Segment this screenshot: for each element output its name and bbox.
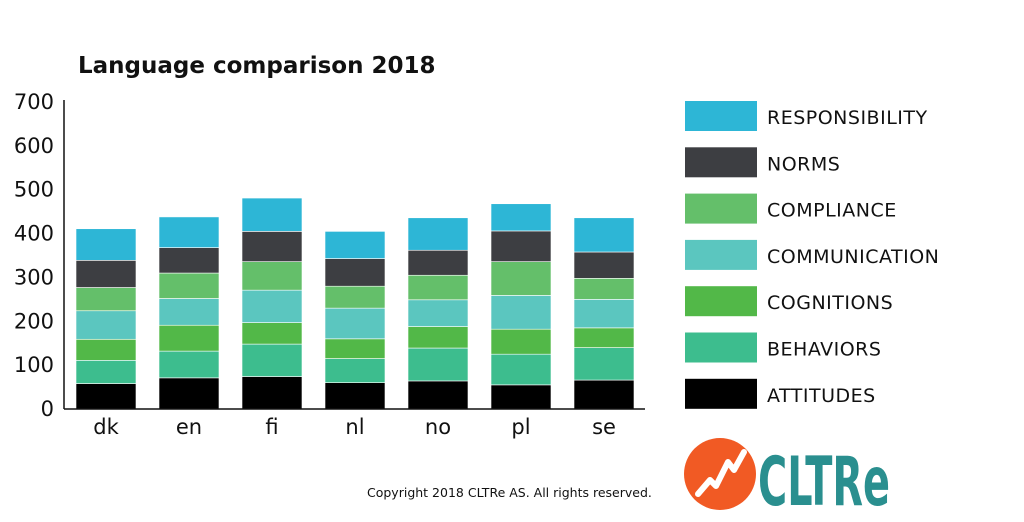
bar-segment-fi-communication — [241, 289, 303, 323]
bar-segment-no-communication — [407, 299, 469, 327]
bar-segment-no-behaviors — [407, 347, 469, 382]
bar-segment-fi-cognitions — [241, 322, 303, 345]
bar-segment-fi-attitudes — [241, 376, 303, 410]
legend-label-responsibility: RESPONSIBILITY — [767, 107, 928, 129]
bar-segment-se-norms — [573, 251, 635, 279]
bar-segment-en-compliance — [158, 272, 220, 299]
bar-segment-dk-communication — [75, 310, 137, 340]
bar-segment-dk-responsibility — [75, 228, 137, 261]
copyright-text: Copyright 2018 CLTRe AS. All rights rese… — [367, 485, 652, 500]
bar-segment-en-attitudes — [158, 377, 220, 410]
x-tick-label: dk — [93, 415, 119, 439]
bar-segment-dk-attitudes — [75, 383, 137, 410]
y-axis-ticks: 0 100 200 300 400 500 600 700 — [14, 90, 54, 421]
bar-segment-no-compliance — [407, 274, 469, 301]
bar-segment-dk-behaviors — [75, 360, 137, 384]
bar-segment-pl-norms — [490, 230, 552, 262]
x-tick-label: nl — [345, 415, 364, 439]
bar-segment-se-cognitions — [573, 327, 635, 348]
bar-segment-no-norms — [407, 249, 469, 276]
x-tick-label: no — [425, 415, 451, 439]
bar-segment-pl-cognitions — [490, 328, 552, 355]
x-tick-label: fi — [265, 415, 278, 439]
legend-label-behaviors: BEHAVIORS — [767, 339, 881, 361]
legend-label-communication: COMMUNICATION — [767, 246, 939, 268]
bar-segment-dk-cognitions — [75, 338, 137, 361]
legend-swatch-compliance — [685, 193, 757, 224]
x-tick-label: en — [176, 415, 202, 439]
bar-segment-pl-attitudes — [490, 384, 552, 410]
bar-segment-nl-communication — [324, 307, 386, 340]
bar-segment-pl-responsibility — [490, 203, 552, 232]
legend-label-compliance: COMPLIANCE — [767, 200, 897, 222]
y-tick-label: 300 — [14, 265, 54, 289]
bar-segment-nl-norms — [324, 258, 386, 287]
legend-swatch-attitudes — [685, 378, 757, 409]
bar-segment-nl-compliance — [324, 285, 386, 309]
y-tick-label: 500 — [14, 178, 54, 202]
bar-segment-fi-responsibility — [241, 197, 303, 232]
bar-segment-se-communication — [573, 299, 635, 329]
bar-segment-se-compliance — [573, 278, 635, 300]
bar-segment-fi-norms — [241, 231, 303, 262]
legend-label-norms: NORMS — [767, 153, 840, 175]
y-tick-label: 400 — [14, 222, 54, 246]
bar-segment-fi-compliance — [241, 261, 303, 291]
legend-swatch-communication — [685, 239, 757, 270]
bar-segment-no-attitudes — [407, 380, 469, 410]
y-tick-label: 200 — [14, 309, 54, 333]
bar-segment-no-cognitions — [407, 326, 469, 349]
bar-segment-nl-attitudes — [324, 382, 386, 410]
legend-swatch-behaviors — [685, 332, 757, 363]
bar-segment-en-cognitions — [158, 324, 220, 352]
bar-segment-nl-responsibility — [324, 231, 386, 259]
bar-segment-fi-behaviors — [241, 343, 303, 377]
y-tick-label: 600 — [14, 134, 54, 158]
y-tick-label: 100 — [14, 353, 54, 377]
bar-segment-no-responsibility — [407, 217, 469, 251]
x-axis-labels: dk en fi nl no pl se — [93, 415, 616, 439]
bar-segment-en-norms — [158, 247, 220, 274]
bar-segment-pl-behaviors — [490, 353, 552, 386]
legend: RESPONSIBILITY NORMS COMPLIANCE COMMUNICATI… — [685, 101, 939, 409]
chart-title: Language comparison 2018 — [78, 53, 435, 79]
bar-segment-dk-compliance — [75, 287, 137, 312]
legend-swatch-norms — [685, 147, 757, 178]
bar-segment-dk-norms — [75, 260, 137, 288]
trend-line-icon — [695, 449, 747, 497]
bar-segment-en-communication — [158, 298, 220, 326]
legend-swatch-cognitions — [685, 286, 757, 317]
bars — [75, 197, 635, 410]
logo-text: CLTRe — [758, 443, 890, 522]
bar-segment-nl-behaviors — [324, 358, 386, 383]
legend-swatch-responsibility — [685, 101, 757, 131]
bar-segment-se-responsibility — [573, 217, 635, 253]
bar-segment-pl-communication — [490, 295, 552, 330]
cltre-logo: CLTRe — [684, 438, 890, 522]
x-tick-label: pl — [511, 415, 530, 439]
x-tick-label: se — [592, 415, 616, 439]
bar-segment-se-attitudes — [573, 379, 635, 410]
bar-segment-nl-cognitions — [324, 338, 386, 359]
bar-segment-pl-compliance — [490, 261, 552, 296]
legend-label-attitudes: ATTITUDES — [767, 385, 876, 407]
legend-label-cognitions: COGNITIONS — [767, 292, 893, 314]
bar-segment-en-behaviors — [158, 350, 220, 379]
y-tick-label: 700 — [14, 90, 54, 114]
y-tick-label: 0 — [41, 397, 54, 421]
bar-segment-se-behaviors — [573, 347, 635, 381]
bar-segment-en-responsibility — [158, 216, 220, 248]
